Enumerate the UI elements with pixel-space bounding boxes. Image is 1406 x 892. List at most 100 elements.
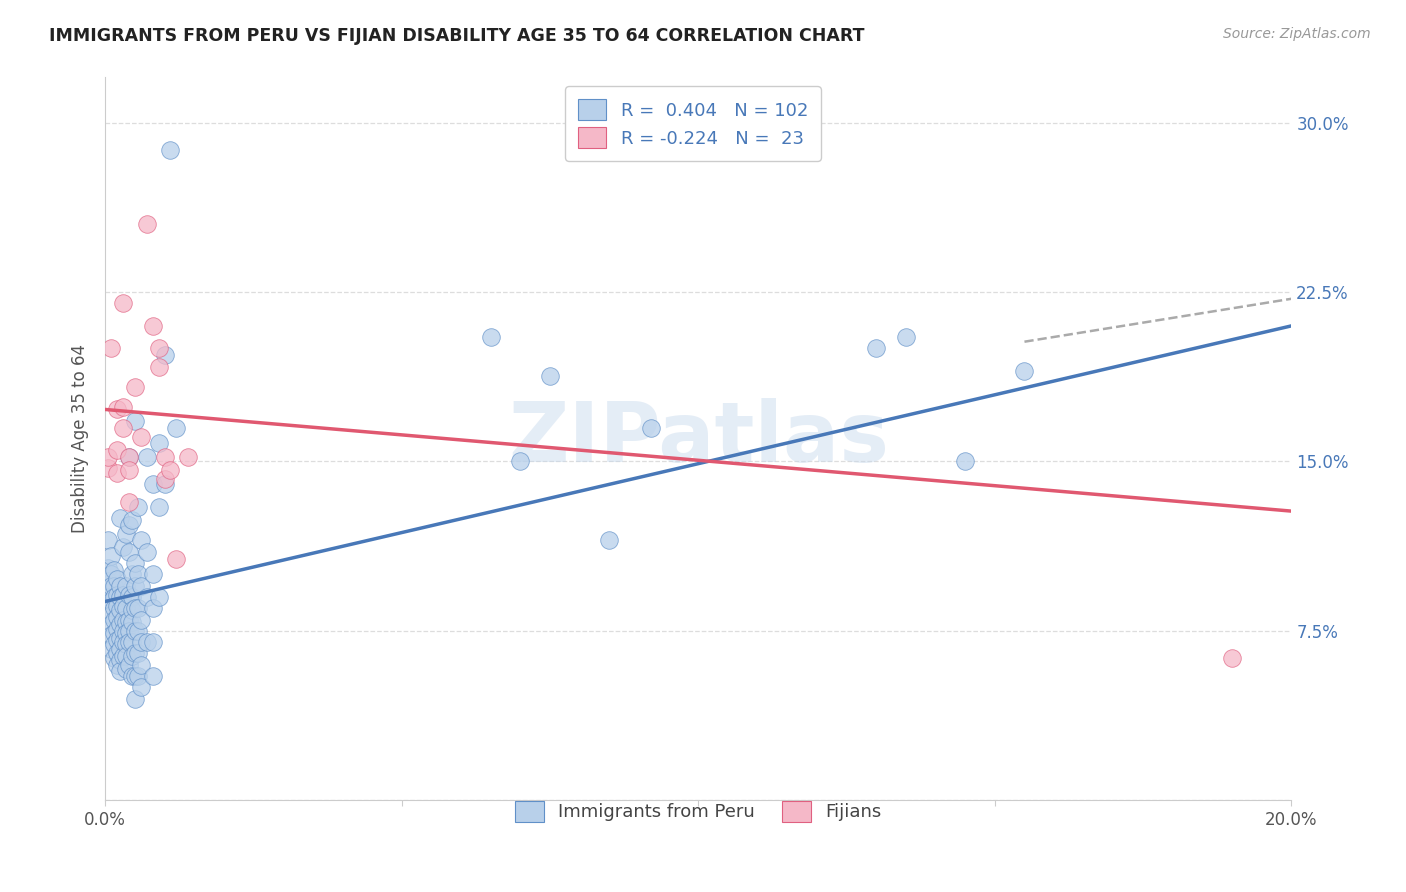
Point (97, 533, 120, 548)
Point (118, 657, 141, 672)
Point (108, 665, 131, 679)
Point (142, 567, 165, 582)
Point (153, 473, 176, 487)
Point (111, 420, 134, 434)
Point (97, 560, 120, 574)
Point (153, 477, 176, 491)
Point (124, 414, 146, 428)
Point (118, 635, 141, 649)
Point (129, 613, 152, 627)
Point (97, 590, 120, 604)
Point (111, 296, 134, 310)
Point (479, 330, 502, 344)
Point (127, 669, 149, 683)
Point (118, 613, 141, 627)
Point (111, 599, 134, 613)
Point (129, 680, 152, 694)
Point (598, 533, 620, 548)
Point (1014, 364, 1036, 378)
Point (103, 613, 125, 627)
Point (105, 588, 128, 602)
Point (118, 624, 141, 638)
Point (538, 368, 561, 383)
Text: IMMIGRANTS FROM PERU VS FIJIAN DISABILITY AGE 35 TO 64 CORRELATION CHART: IMMIGRANTS FROM PERU VS FIJIAN DISABILIT… (49, 27, 865, 45)
Point (97, 461, 120, 475)
Point (142, 669, 165, 683)
Point (1220, 651, 1243, 665)
Point (118, 450, 141, 464)
Point (124, 380, 146, 394)
Point (153, 450, 176, 464)
Point (124, 691, 146, 706)
Point (135, 450, 157, 464)
Point (124, 669, 146, 683)
Point (118, 450, 141, 464)
Point (100, 617, 122, 632)
Point (118, 517, 141, 532)
Point (129, 579, 152, 593)
Point (115, 662, 138, 676)
Point (177, 450, 200, 464)
Point (115, 648, 138, 663)
Point (135, 635, 157, 649)
Point (115, 579, 138, 593)
Point (100, 579, 122, 593)
Point (111, 648, 134, 663)
Point (103, 651, 125, 665)
Point (129, 429, 152, 443)
Point (103, 590, 125, 604)
Point (105, 647, 128, 661)
Point (121, 648, 143, 663)
Point (115, 626, 138, 640)
Point (100, 628, 122, 642)
Point (127, 567, 149, 582)
Point (100, 342, 122, 356)
Point (124, 601, 146, 615)
Point (165, 420, 187, 434)
Point (121, 635, 143, 649)
Point (100, 641, 122, 656)
Point (953, 454, 976, 468)
Point (115, 526, 138, 541)
Point (135, 217, 157, 231)
Point (148, 436, 170, 450)
Point (115, 637, 138, 651)
Point (108, 653, 131, 667)
Point (129, 533, 152, 548)
Point (108, 631, 131, 645)
Point (142, 601, 165, 615)
Point (111, 541, 134, 555)
Point (129, 657, 152, 672)
Point (127, 601, 149, 615)
Point (135, 545, 157, 559)
Point (105, 402, 128, 417)
Point (118, 545, 141, 559)
Point (105, 443, 128, 458)
Point (124, 624, 146, 638)
Point (111, 635, 134, 649)
Point (165, 551, 187, 566)
Point (108, 511, 131, 525)
Point (100, 549, 122, 564)
Point (148, 359, 170, 374)
Point (159, 463, 181, 477)
Point (105, 466, 128, 480)
Point (115, 601, 138, 615)
Point (103, 579, 125, 593)
Point (105, 610, 128, 624)
Point (894, 330, 917, 344)
Point (148, 342, 170, 356)
Point (105, 632, 128, 647)
Point (108, 617, 131, 632)
Point (103, 601, 125, 615)
Point (111, 624, 134, 638)
Point (100, 607, 122, 622)
Point (111, 613, 134, 627)
Point (159, 143, 181, 157)
Point (108, 579, 131, 593)
Point (127, 500, 149, 514)
Point (121, 513, 143, 527)
Point (121, 669, 143, 683)
Point (121, 590, 143, 604)
Point (105, 572, 128, 586)
